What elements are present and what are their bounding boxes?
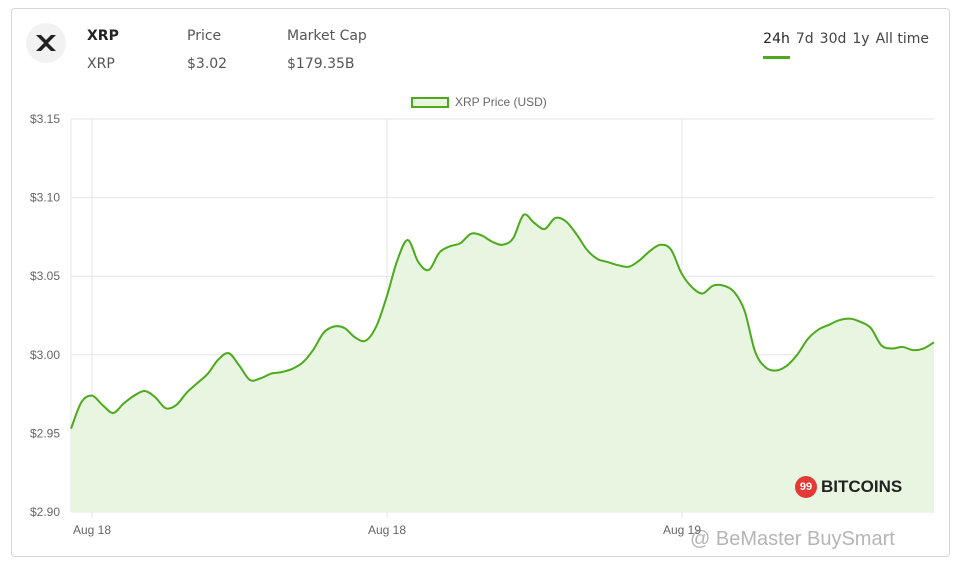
y-tick-label: $2.95 bbox=[30, 426, 60, 440]
tab-1y[interactable]: 1y bbox=[852, 31, 870, 47]
legend-label: XRP Price (USD) bbox=[455, 95, 547, 109]
y-tick-label: $3.00 bbox=[30, 348, 60, 362]
brand-name: BITCOINS bbox=[821, 477, 903, 496]
chart-legend[interactable]: XRP Price (USD) bbox=[411, 95, 547, 109]
xrp-logo-icon bbox=[26, 23, 66, 63]
tab-all-time[interactable]: All time bbox=[875, 31, 929, 47]
coin-symbol: XRP bbox=[87, 56, 115, 72]
market-cap-label: Market Cap bbox=[287, 28, 367, 44]
time-range-tabs: 24h 7d 30d 1y All time bbox=[763, 29, 929, 59]
x-tick-label: Aug 19 bbox=[663, 523, 701, 537]
x-tick-label: Aug 18 bbox=[368, 523, 406, 537]
x-tick-label: Aug 18 bbox=[73, 523, 111, 537]
watermark-text: @ BeMaster BuySmart bbox=[690, 528, 895, 550]
tab-7d[interactable]: 7d bbox=[795, 31, 814, 47]
tab-30d[interactable]: 30d bbox=[819, 31, 847, 47]
y-tick-label: $3.10 bbox=[30, 191, 60, 205]
brand-badge-icon: 99 bbox=[795, 476, 817, 498]
coin-name: XRP bbox=[87, 28, 119, 44]
price-area-fill bbox=[71, 214, 934, 512]
price-value: $3.02 bbox=[187, 56, 228, 72]
coin-info: XRP XRP bbox=[87, 26, 119, 74]
y-tick-label: $3.05 bbox=[30, 269, 60, 283]
price-info: Price $3.02 bbox=[187, 26, 227, 74]
price-label: Price bbox=[187, 28, 222, 44]
tab-24h[interactable]: 24h bbox=[763, 29, 790, 59]
price-line bbox=[70, 213, 935, 430]
y-tick-label: $3.15 bbox=[30, 112, 60, 126]
legend-swatch bbox=[411, 96, 449, 108]
market-cap-info: Market Cap $179.35B bbox=[287, 26, 367, 74]
market-cap-value: $179.35B bbox=[287, 56, 355, 72]
bitcoins-brand-logo: 99 BITCOINS bbox=[795, 476, 902, 498]
y-tick-label: $2.90 bbox=[30, 505, 60, 519]
